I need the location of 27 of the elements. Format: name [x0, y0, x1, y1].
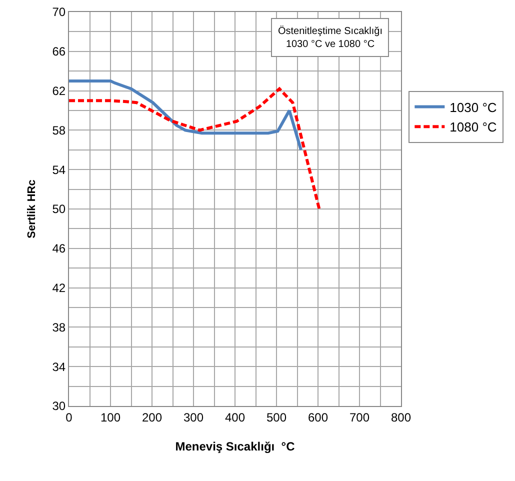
annotation: Östenitleştime Sıcaklığı 1030 °C ve 1080 °C — [278, 25, 382, 50]
x-tick-label: 100 — [100, 410, 121, 424]
y-tick-label: 38 — [52, 320, 66, 334]
y-tick-label: 58 — [52, 123, 66, 138]
line-series — [69, 79, 302, 152]
x-tick-label: 600 — [308, 410, 328, 424]
x-tick-label: 200 — [142, 410, 162, 424]
y-tick-label: 46 — [52, 242, 66, 256]
y-tick-label: 54 — [52, 162, 66, 177]
x-tick-label: 400 — [224, 410, 246, 424]
x-tick-label: 500 — [266, 410, 287, 424]
y-axis-title: Sertlik HRc — [26, 180, 38, 238]
legend-label: 1080 °C — [450, 120, 497, 135]
line-series — [69, 87, 321, 210]
x-tick-label: 0 — [66, 410, 73, 424]
y-tick-label: 70 — [52, 5, 66, 20]
x-tick-label: 700 — [349, 410, 370, 424]
x-tick-label: 300 — [183, 410, 204, 424]
y-tick-label: 30 — [52, 399, 66, 414]
x-axis-title: Meneviş Sıcaklığı °C — [175, 439, 296, 454]
y-tick-label: 62 — [52, 84, 66, 98]
y-tick-label: 66 — [52, 44, 66, 59]
x-tick-label: 800 — [390, 410, 412, 424]
legend-label: 1030 °C — [450, 100, 497, 115]
y-tick-label: 50 — [52, 202, 66, 216]
y-tick-label: 34 — [52, 360, 66, 374]
y-tick-label: 42 — [52, 281, 66, 295]
